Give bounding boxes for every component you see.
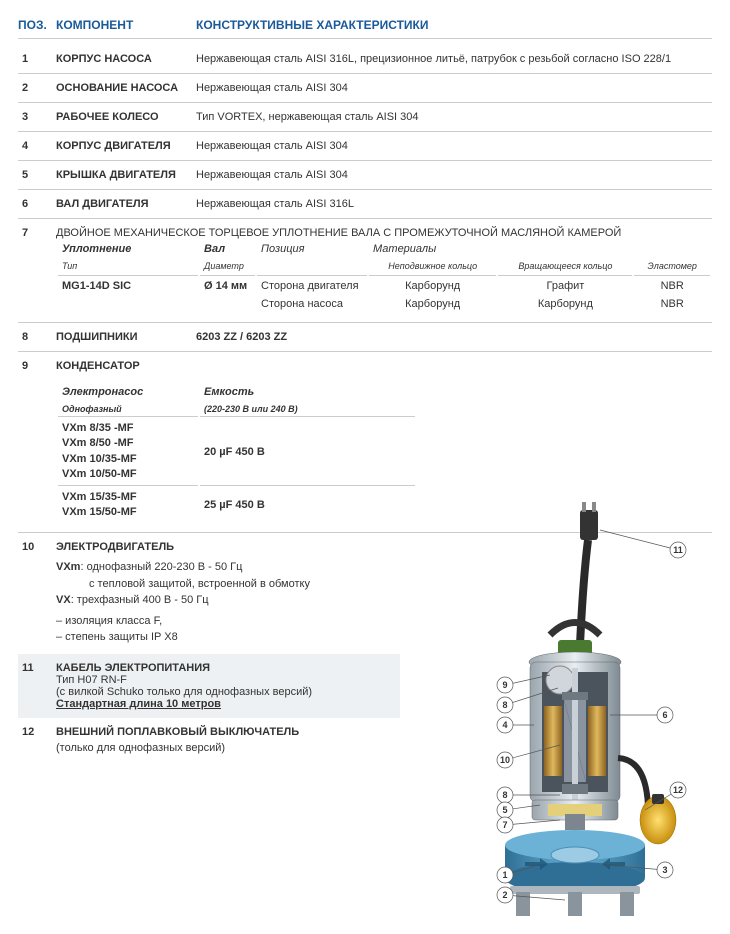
seal-model: MG1-14D SIC [58,278,198,312]
pump-cutaway-diagram: 1198461012857123 [410,500,710,920]
header-comp: КОМПОНЕНТ [56,18,196,32]
pos: 5 [18,169,56,181]
pos: 3 [18,111,56,123]
row-11: 11 КАБЕЛЬ ЭЛЕКТРОПИТАНИЯ Тип H07 RN-F (с… [18,654,400,718]
f2: Карборунд [369,296,496,312]
row-10: 10 ЭЛЕКТРОДВИГАТЕЛЬ VXm: однофазный 220-… [18,533,400,654]
p2: Сторона насоса [257,296,367,312]
pos-7: 7 [18,227,56,314]
row-6: 6ВАЛ ДВИГАТЕЛЯНержавеющая сталь AISI 316… [18,190,712,219]
svg-text:11: 11 [673,545,683,555]
e1: NBR [634,278,710,294]
svg-text:12: 12 [673,785,683,795]
svg-text:1: 1 [502,870,507,880]
char: Нержавеющая сталь AISI 304 [196,169,712,181]
row-1: 1КОРПУС НАСОСАНержавеющая сталь AISI 316… [18,45,712,74]
comp: КОРПУС ДВИГАТЕЛЯ [56,140,196,152]
c2: 25 µF 450 В [200,488,415,523]
s-type: Тип [58,259,198,276]
pos: 2 [18,82,56,94]
pos-8: 8 [18,331,56,343]
pos-12: 12 [18,726,56,754]
svg-text:2: 2 [502,890,507,900]
svg-text:8: 8 [502,790,507,800]
char: Нержавеющая сталь AISI 316L, прецизионно… [196,53,712,65]
row-4: 4КОРПУС ДВИГАТЕЛЯНержавеющая сталь AISI … [18,132,712,161]
comp-8: ПОДШИПНИКИ [56,331,196,343]
callout-4: 4 [497,717,534,733]
c1: 20 µF 450 В [200,419,415,486]
comp-11: КАБЕЛЬ ЭЛЕКТРОПИТАНИЯ [56,662,400,674]
r2: Карборунд [498,296,632,312]
pos-11: 11 [18,662,56,710]
pos: 4 [18,140,56,152]
pos-10: 10 [18,541,56,646]
callout-11: 11 [600,530,686,558]
g1: VXm 8/35 -MFVXm 8/50 -MFVXm 10/35-MFVXm … [58,419,198,486]
svg-text:9: 9 [502,680,507,690]
comp: РАБОЧЕЕ КОЛЕСО [56,111,196,123]
e2: NBR [634,296,710,312]
sec12-l1: (только для однофазных версий) [56,738,400,754]
sec7-title: ДВОЙНОЕ МЕХАНИЧЕСКОЕ ТОРЦЕВОЕ УПЛОТНЕНИЕ… [56,227,712,239]
char: Тип VORTEX, нержавеющая сталь AISI 304 [196,111,712,123]
sec10-body: VXm: однофазный 220-230 В - 50 Гц с тепл… [56,553,400,646]
row-5: 5КРЫШКА ДВИГАТЕЛЯНержавеющая сталь AISI … [18,161,712,190]
char-8: 6203 ZZ / 6203 ZZ [196,331,712,343]
row-7: 7 ДВОЙНОЕ МЕХАНИЧЕСКОЕ ТОРЦЕВОЕ УПЛОТНЕН… [18,219,712,323]
table-header: ПОЗ. КОМПОНЕНТ КОНСТРУКТИВНЫЕ ХАРАКТЕРИС… [18,18,712,39]
h-mat: Материалы [369,241,632,257]
comp: КРЫШКА ДВИГАТЕЛЯ [56,169,196,181]
pos-9: 9 [18,360,56,524]
svg-text:7: 7 [502,820,507,830]
svg-text:5: 5 [502,805,507,815]
header-pos: ПОЗ. [18,18,56,32]
sec11-l1: Тип H07 RN-F [56,674,400,686]
svg-text:10: 10 [500,755,510,765]
s-volt: (220-230 В или 240 В) [200,402,415,417]
p1: Сторона двигателя [257,278,367,294]
h-pump: Электронасос [58,384,198,400]
svg-text:4: 4 [502,720,507,730]
s-dia: Диаметр [200,259,255,276]
r1: Графит [498,278,632,294]
s-rot: Вращающееся кольцо [498,259,632,276]
comp-9: КОНДЕНСАТОР [56,360,712,372]
char: Нержавеющая сталь AISI 304 [196,82,712,94]
h-cap: Емкость [200,384,415,400]
sec11-l2: (с вилкой Schuko только для однофазных в… [56,686,400,698]
row-3: 3РАБОЧЕЕ КОЛЕСОТип VORTEX, нержавеющая с… [18,103,712,132]
svg-text:6: 6 [662,710,667,720]
s-el: Эластомер [634,259,710,276]
header-char: КОНСТРУКТИВНЫЕ ХАРАКТЕРИСТИКИ [196,18,712,32]
char: Нержавеющая сталь AISI 316L [196,198,712,210]
comp: ВАЛ ДВИГАТЕЛЯ [56,198,196,210]
comp: КОРПУС НАСОСА [56,53,196,65]
h-shaft: Вал [200,241,255,257]
pos: 6 [18,198,56,210]
g2: VXm 15/35-MFVXm 15/50-MF [58,488,198,523]
comp-10: ЭЛЕКТРОДВИГАТЕЛЬ [56,541,400,553]
row-8: 8 ПОДШИПНИКИ 6203 ZZ / 6203 ZZ [18,323,712,352]
sec11-l3: Стандартная длина 10 метров [56,698,400,710]
h-seal: Уплотнение [58,241,198,257]
capacitor-table: Электронасос Емкость Однофазный (220-230… [56,382,417,524]
char: Нержавеющая сталь AISI 304 [196,140,712,152]
seal-table: Уплотнение Вал Позиция Материалы Тип Диа… [56,239,712,314]
pos: 1 [18,53,56,65]
row-12: 12 ВНЕШНИЙ ПОПЛАВКОВЫЙ ВЫКЛЮЧАТЕЛЬ (толь… [18,718,400,762]
h-pos: Позиция [257,241,367,257]
f1: Карборунд [369,278,496,294]
svg-text:8: 8 [502,700,507,710]
row-2: 2ОСНОВАНИЕ НАСОСАНержавеющая сталь AISI … [18,74,712,103]
s-phase: Однофазный [58,402,198,417]
comp: ОСНОВАНИЕ НАСОСА [56,82,196,94]
seal-dia: Ø 14 мм [200,278,255,312]
s-fixed: Неподвижное кольцо [369,259,496,276]
pump-svg: 1198461012857123 [410,500,710,920]
comp-12: ВНЕШНИЙ ПОПЛАВКОВЫЙ ВЫКЛЮЧАТЕЛЬ [56,726,400,738]
svg-text:3: 3 [662,865,667,875]
